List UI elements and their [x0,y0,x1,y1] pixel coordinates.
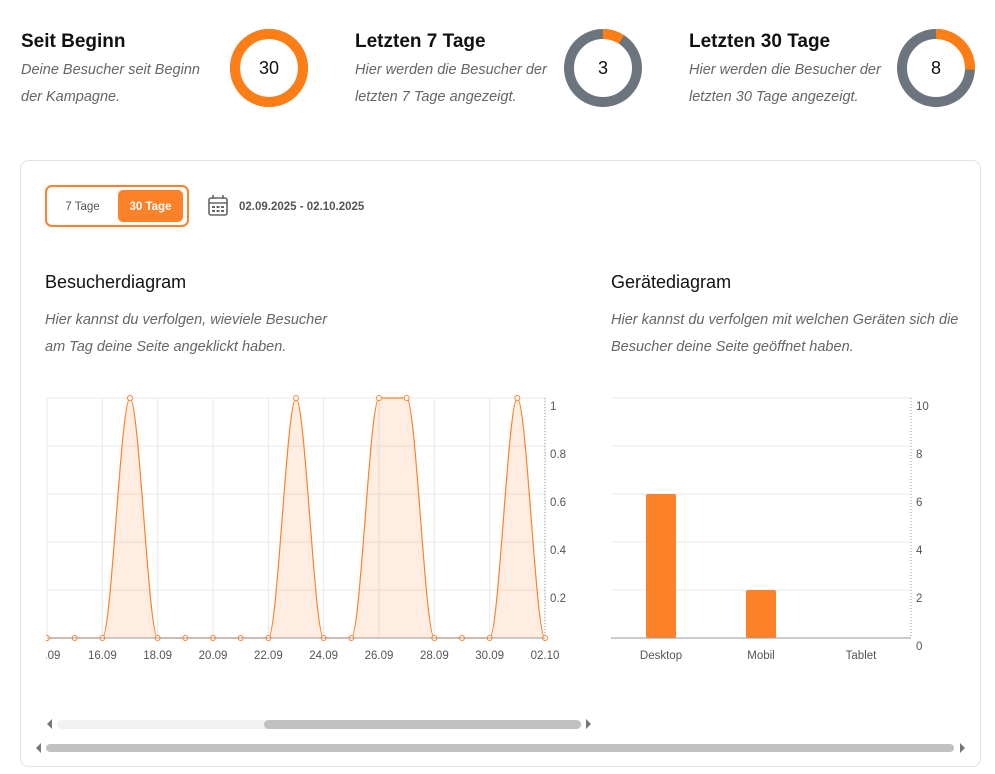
area [47,398,545,638]
toggle-group [45,185,189,227]
y-tick-label: 0 [916,641,922,653]
x-tick-label: 28.09 [420,650,449,662]
stat-title: Letzten 30 Tage [689,31,830,52]
card [20,160,981,767]
stat-description: Hier werden die Besucher der [689,62,882,78]
y-tick-label: 4 [916,545,923,557]
y-tick-label: 0.6 [550,497,566,509]
x-tick-label: 22.09 [254,650,283,662]
x-tick-label: 24.09 [309,650,338,662]
bar [746,590,776,638]
bar [646,494,676,638]
toggle-option[interactable]: 30 Tage [118,190,183,222]
outer-scrollbar[interactable] [36,743,965,753]
point [403,395,410,401]
date-range: 02.09.2025 - 02.10.2025 [239,201,365,213]
stat-description: Hier werden die Besucher der [355,62,548,78]
x-tick-label: Mobil [747,650,774,662]
calendar-icon [208,195,228,216]
chart-subtitle: Besucher deine Seite geöffnet haben. [611,339,854,355]
chart-subtitle: Hier kannst du verfolgen, wieviele Besuc… [45,312,328,328]
chart: 0.2 0.4 0.6 0.8 1 14.09 16.09 18.09 20.09 22.09 24… [32,395,567,662]
point [514,395,521,401]
stat-description: letzten 7 Tage angezeigt. [355,89,517,105]
chart-title: Besucherdiagram [45,272,186,292]
y-tick-label: 8 [916,449,922,461]
x-tick-label: 20.09 [199,650,228,662]
y-tick-label: 1 [550,401,556,413]
stat-description: Deine Besucher seit Beginn [21,62,200,78]
donut-value: 8 [931,58,941,78]
chart-subtitle: am Tag deine Seite angeklickt haben. [45,339,286,355]
x-tick-label: 18.09 [143,650,172,662]
inner-scrollbar[interactable] [47,719,591,729]
stat-title: Seit Beginn [21,31,126,52]
toggle-active-bg [118,190,183,222]
y-tick-label: 10 [916,401,929,413]
x-tick-label: Tablet [846,650,877,662]
donut-arc [230,29,308,107]
point [293,395,299,401]
x-tick-label: 14.09 [32,650,61,662]
x-tick-label: 26.09 [365,650,394,662]
chart-subtitle: Hier kannst du verfolgen mit welchen Ger… [611,312,958,328]
x-tick-label: 16.09 [88,650,117,662]
stat-description: letzten 30 Tage angezeigt. [689,89,859,105]
stat-title: Letzten 7 Tage [355,31,486,52]
toggle-label: 30 Tage [130,201,172,213]
chart-title: Gerätediagram [611,272,731,292]
point [376,395,382,401]
stat-description: der Kampagne. [21,89,120,105]
point [127,395,133,401]
y-tick-label: 2 [916,593,922,605]
y-tick-label: 0.8 [550,449,566,461]
chart: 0 2 4 6 8 10 Desktop Mobil Tablet [611,397,929,662]
donut-arc [897,29,975,107]
donut-arc [564,29,642,107]
donut-value: 30 [259,58,279,78]
donut-value: 3 [598,58,608,78]
y-tick-label: 0.4 [550,545,567,557]
toggle-option[interactable]: 7 Tage [65,201,99,213]
toggle-label: 7 Tage [65,201,99,213]
y-tick-label: 6 [916,497,922,509]
x-tick-label: 30.09 [475,650,504,662]
y-tick-label: 0.2 [550,593,566,605]
x-tick-label: 02.10 [531,650,560,662]
x-tick-label: Desktop [640,650,682,662]
